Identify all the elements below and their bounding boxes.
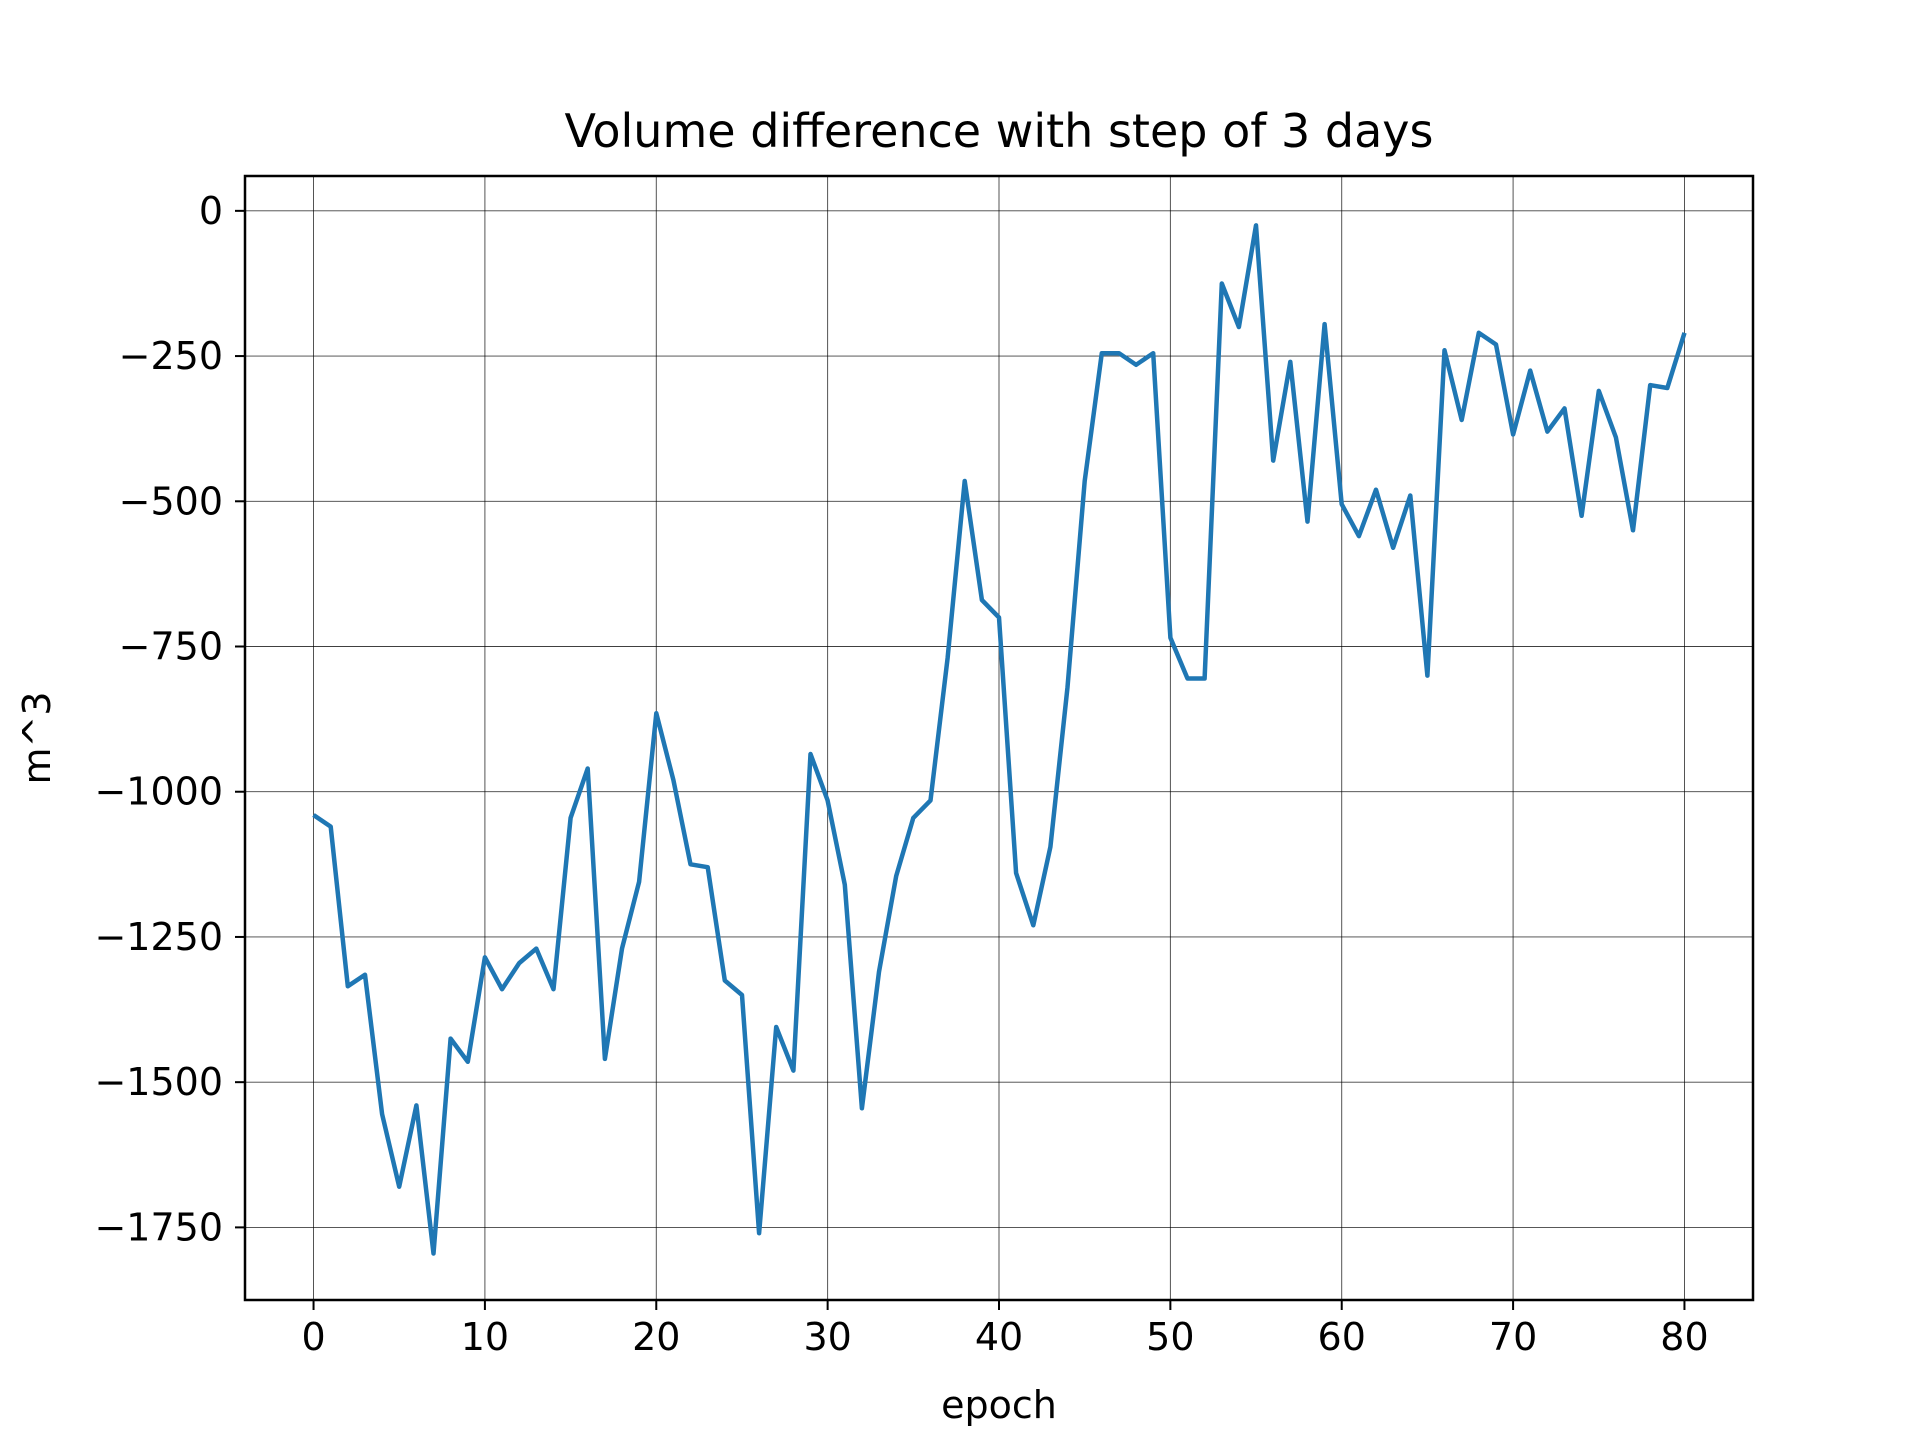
x-tick-label: 80 <box>1660 1315 1708 1359</box>
y-tick-label: −250 <box>119 334 223 378</box>
x-tick-label: 40 <box>975 1315 1023 1359</box>
y-tick-label: 0 <box>199 189 223 233</box>
x-tick-labels: 0 10 20 30 40 50 60 70 80 <box>301 1315 1708 1359</box>
tick-marks <box>235 209 1686 1310</box>
x-tick-label: 60 <box>1318 1315 1366 1359</box>
series-line <box>312 223 1687 1256</box>
y-tick-label: −1750 <box>94 1205 223 1249</box>
y-tick-label: −500 <box>119 479 223 523</box>
y-tick-label: −1000 <box>94 770 223 814</box>
x-tick-label: 20 <box>632 1315 680 1359</box>
y-tick-label: −750 <box>119 625 223 669</box>
x-tick-label: 0 <box>301 1315 325 1359</box>
x-tick-label: 50 <box>1146 1315 1194 1359</box>
y-tick-label: −1250 <box>94 915 223 959</box>
chart-title: Volume difference with step of 3 days <box>564 104 1433 158</box>
x-tick-label: 10 <box>461 1315 509 1359</box>
grid-lines <box>245 176 1753 1300</box>
x-tick-label: 30 <box>803 1315 851 1359</box>
y-axis-label: m^3 <box>15 691 59 784</box>
x-tick-label: 70 <box>1489 1315 1537 1359</box>
y-tick-label: −1500 <box>94 1060 223 1104</box>
x-axis-label: epoch <box>941 1383 1057 1427</box>
y-tick-labels: 0 −250 −500 −750 −1000 −1250 −1500 −1750 <box>94 189 223 1250</box>
